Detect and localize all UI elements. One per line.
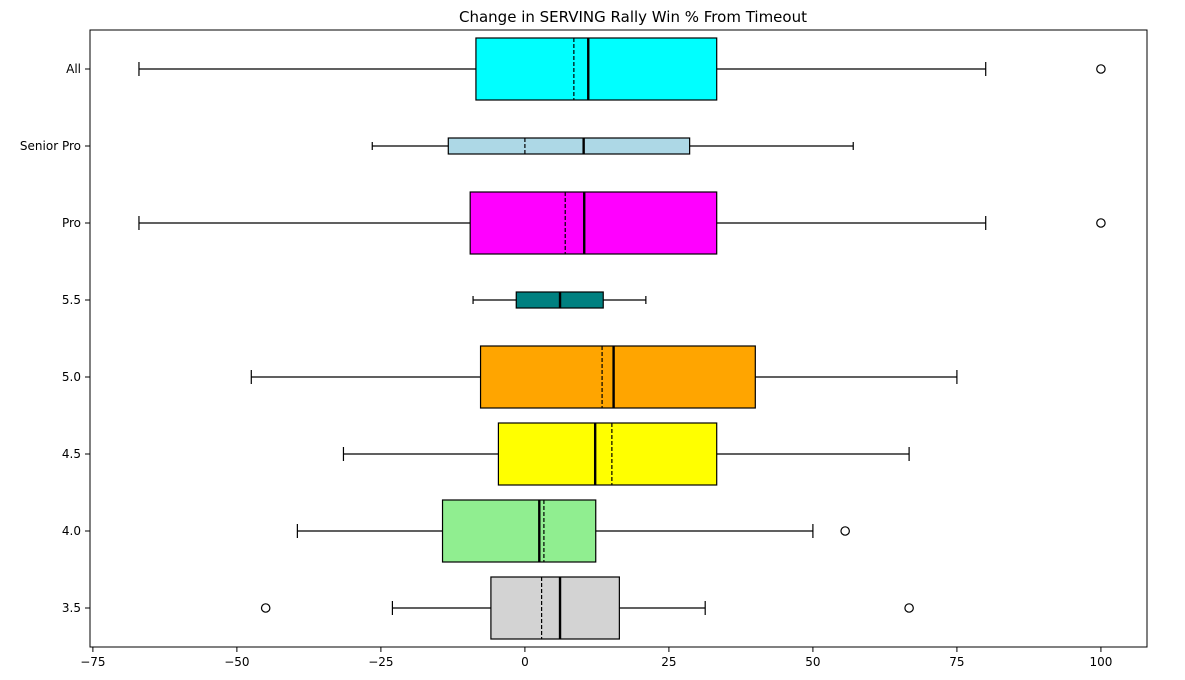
x-tick-label: 0 <box>521 655 529 669</box>
plot-frame <box>89 29 1148 648</box>
box-iqr <box>475 37 718 101</box>
box-iqr <box>441 499 597 563</box>
box-1 <box>371 137 854 155</box>
box-7 <box>260 576 914 640</box>
y-tick-label: 3.5 <box>62 601 81 615</box>
box-4 <box>250 345 958 409</box>
plot-area <box>138 37 1106 640</box>
x-tick-label: −25 <box>368 655 393 669</box>
box-6 <box>296 499 850 563</box>
box-iqr <box>447 137 691 155</box>
x-tick-label: 100 <box>1089 655 1112 669</box>
y-tick-label: All <box>66 62 81 76</box>
outlier-point <box>1096 64 1106 74</box>
outlier-point <box>904 603 914 613</box>
x-tick-label: 25 <box>661 655 676 669</box>
x-tick-label: 75 <box>949 655 964 669</box>
outlier-point <box>260 603 271 613</box>
y-tick-label: 4.5 <box>62 447 81 461</box>
box-5 <box>342 422 910 486</box>
chart-title: Change in SERVING Rally Win % From Timeo… <box>459 8 807 26</box>
box-iqr <box>497 422 718 486</box>
outlier-point <box>1096 218 1106 228</box>
y-axis: All Senior Pro Pro 5.5 5.0 4.5 4.0 3.5 <box>20 62 90 615</box>
y-tick-label: Senior Pro <box>20 139 81 153</box>
box-iqr <box>469 191 718 255</box>
y-tick-label: 5.5 <box>62 293 81 307</box>
y-tick-label: 4.0 <box>62 524 81 538</box>
x-tick-label: −50 <box>224 655 249 669</box>
y-tick-label: Pro <box>62 216 81 230</box>
x-tick-label: 50 <box>805 655 820 669</box>
box-iqr <box>479 345 756 409</box>
box-0 <box>138 37 1106 101</box>
x-tick-label: −75 <box>80 655 105 669</box>
outlier-point <box>840 526 850 536</box>
box-3 <box>472 291 647 309</box>
y-tick-label: 5.0 <box>62 370 81 384</box>
box-iqr <box>490 576 620 640</box>
x-axis: −75 −50 −25 0 25 50 75 100 <box>80 647 1112 669</box>
box-2 <box>138 191 1106 255</box>
